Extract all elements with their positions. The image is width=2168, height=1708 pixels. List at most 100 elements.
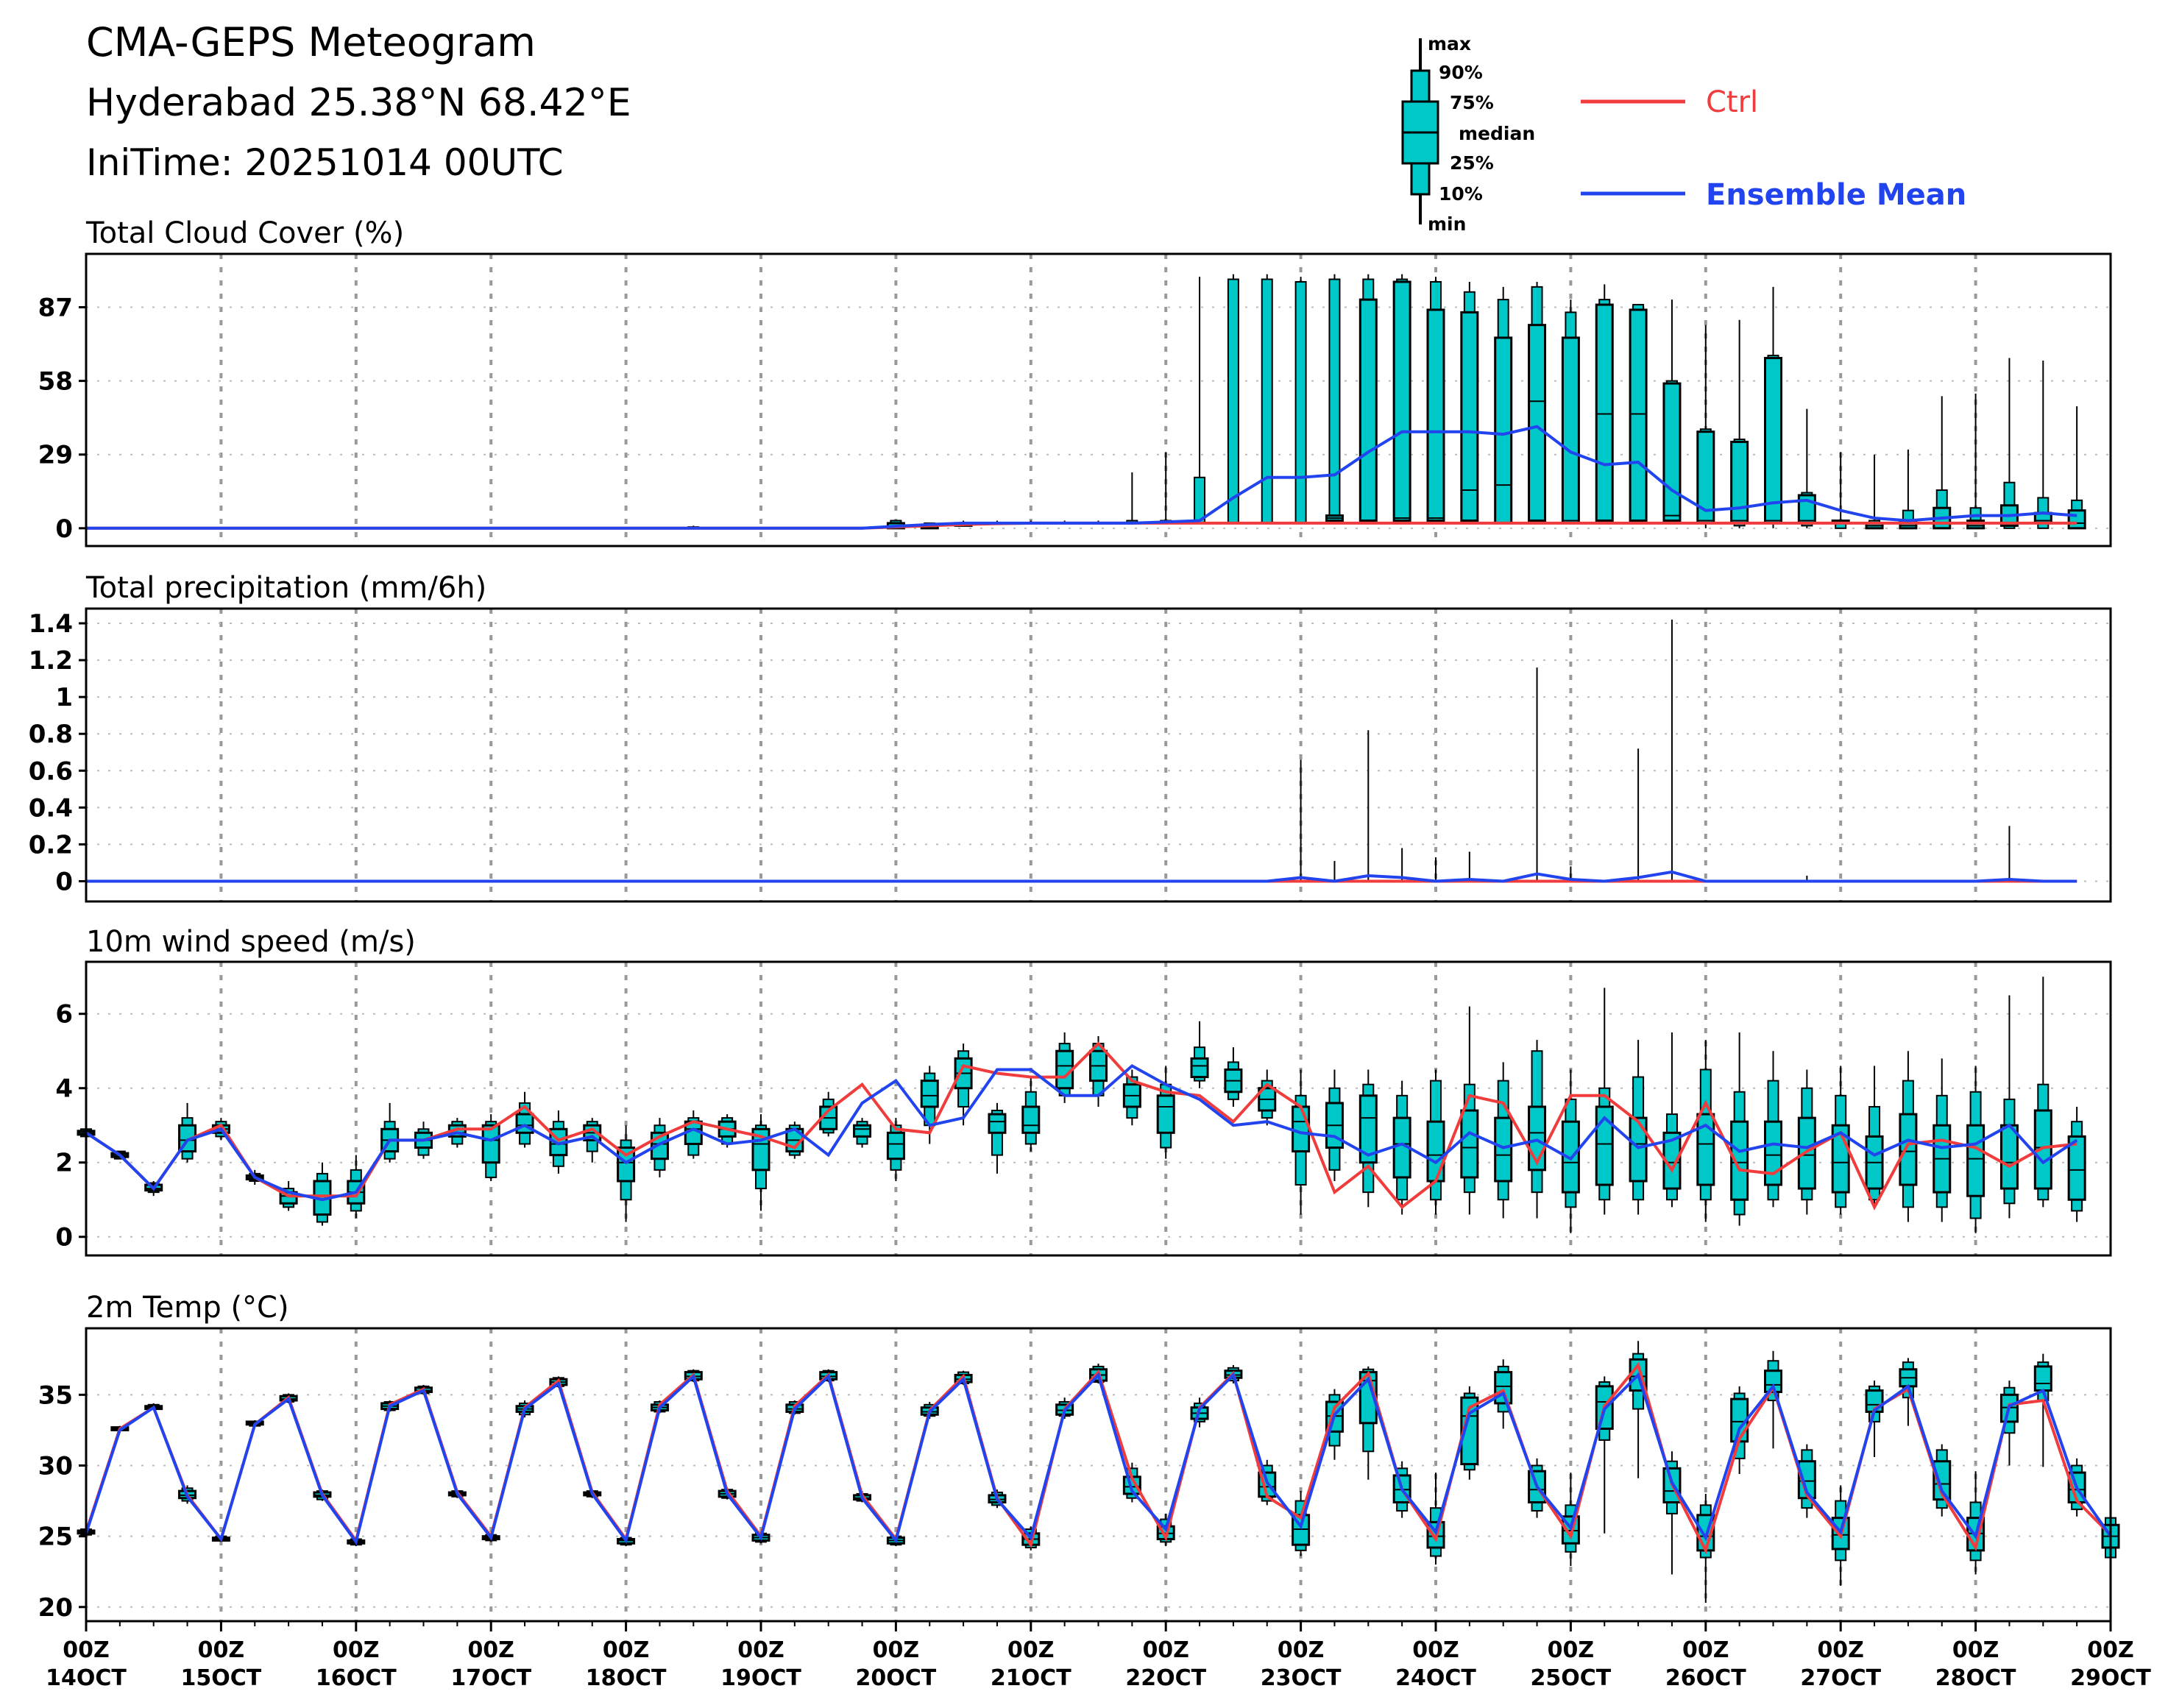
y-tick-label: 1.4 <box>29 609 73 639</box>
panels: Total Cloud Cover (%) 0 29 58 87 Total precip… <box>29 216 2120 1623</box>
panel-frame <box>85 960 2112 1257</box>
ensemble-mean-line <box>86 870 2077 883</box>
box-inner <box>886 1131 905 1160</box>
x-tick-label-hour: 00Z <box>2087 1637 2134 1663</box>
box-legend-label-75: 75% <box>1450 92 1494 113</box>
y-tick-label: 1.2 <box>29 646 73 676</box>
x-tick-label-date: 21OCT <box>991 1665 1071 1691</box>
x-tick-label-hour: 00Z <box>467 1637 514 1663</box>
box-inner <box>1933 1460 1952 1501</box>
box-inner <box>1899 1113 1918 1186</box>
box-outer <box>1328 278 1341 524</box>
box-inner <box>1460 1109 1479 1179</box>
x-tick-label-date: 27OCT <box>1800 1665 1881 1691</box>
y-tick-label: 35 <box>38 1381 73 1410</box>
panel-1: Total Cloud Cover (%) 0 29 58 87 <box>38 216 2112 548</box>
box-inner <box>1358 298 1378 522</box>
ensemble-mean-line <box>86 425 2077 530</box>
x-tick-label-date: 22OCT <box>1125 1665 1206 1691</box>
box-inner <box>1426 308 1445 522</box>
x-tick-label-date: 26OCT <box>1665 1665 1746 1691</box>
panel-title: 10m wind speed (m/s) <box>86 925 416 959</box>
box-inner <box>1966 1124 1985 1197</box>
box-inner <box>1021 1105 1041 1134</box>
box-inner <box>1528 324 1547 522</box>
y-tick-label: 58 <box>38 367 73 397</box>
x-tick-label-date: 29OCT <box>2070 1665 2151 1691</box>
panel-frame <box>85 252 2112 548</box>
box-inner <box>1392 280 1411 522</box>
y-tick-label: 0.2 <box>29 830 73 860</box>
y-tick-label: 0 <box>55 867 73 896</box>
x-tick-label-date: 25OCT <box>1531 1665 1612 1691</box>
y-tick-label: 0.6 <box>29 756 73 786</box>
box-legend-label-min: min <box>1428 213 1466 235</box>
box-legend: max 90% 75% median 25% 10% min <box>1401 33 1535 235</box>
panel-3: 10m wind speed (m/s) 0 2 4 6 <box>55 925 2112 1257</box>
x-axis: 00Z14OCT00Z15OCT00Z16OCT00Z17OCT00Z18OCT… <box>46 1621 2151 1691</box>
panel-title: Total precipitation (mm/6h) <box>85 571 486 605</box>
panel-2: Total precipitation (mm/6h) 0 0.2 0.4 0.6 0.8… <box>29 571 2112 903</box>
box-legend-label-max: max <box>1428 33 1471 54</box>
box-inner <box>1426 1120 1445 1183</box>
box-inner <box>1595 1105 1614 1186</box>
box-inner <box>1764 1120 1782 1186</box>
y-tick-label: 4 <box>55 1074 73 1104</box>
box-outer <box>1261 278 1273 524</box>
box-inner <box>1999 1124 2019 1190</box>
box-inner <box>1494 336 1513 525</box>
x-tick-label-hour: 00Z <box>737 1637 784 1663</box>
box-outer <box>1294 280 1307 524</box>
x-tick-label-date: 16OCT <box>316 1665 397 1691</box>
x-tick-label-hour: 00Z <box>1007 1637 1055 1663</box>
box-outer <box>1227 278 1239 524</box>
ensemble-mean-line <box>85 1063 2078 1202</box>
x-tick-label-hour: 00Z <box>1142 1637 1189 1663</box>
panel-4: 2m Temp (°C) 20 25 30 35 <box>38 1291 2120 1623</box>
y-tick-label: 20 <box>38 1593 73 1623</box>
line-legend: Ctrl Ensemble Mean <box>1581 85 1966 212</box>
box-inner <box>1561 336 1580 525</box>
box-inner <box>1797 1116 1816 1190</box>
box-inner <box>1358 1094 1378 1164</box>
box-inner <box>2067 1135 2086 1201</box>
box-inner <box>1730 1120 1749 1201</box>
y-tick-label: 0 <box>55 514 73 544</box>
x-tick-label-hour: 00Z <box>1682 1637 1729 1663</box>
box-inner <box>988 1113 1007 1134</box>
x-tick-label-hour: 00Z <box>1412 1637 1459 1663</box>
mean-legend-label: Ensemble Mean <box>1706 178 1966 212</box>
y-tick-label: 1 <box>55 683 73 712</box>
box-inner <box>1595 303 1614 522</box>
panel-title: Total Cloud Cover (%) <box>85 216 404 250</box>
y-tick-label: 30 <box>38 1452 73 1481</box>
y-tick-label: 25 <box>38 1523 73 1552</box>
box-inner <box>2033 1109 2052 1190</box>
box-inner <box>2033 1365 2052 1392</box>
y-tick-label: 2 <box>55 1149 73 1178</box>
box-inner <box>1797 1460 1816 1500</box>
x-tick-label-hour: 00Z <box>603 1637 650 1663</box>
box-legend-label-median: median <box>1459 123 1535 144</box>
box-legend-label-25: 25% <box>1450 152 1494 174</box>
x-tick-label-hour: 00Z <box>333 1637 380 1663</box>
box-inner <box>1494 1116 1513 1183</box>
box-inner <box>481 1124 500 1164</box>
x-tick-label-date: 28OCT <box>1935 1665 2016 1691</box>
init-time-label: IniTime: 20251014 00UTC <box>86 141 564 184</box>
y-tick-label: 6 <box>55 1000 73 1030</box>
x-tick-label-date: 17OCT <box>450 1665 531 1691</box>
box-inner <box>920 1080 939 1108</box>
x-tick-label-date: 23OCT <box>1261 1665 1342 1691</box>
x-tick-label-date: 18OCT <box>586 1665 667 1691</box>
box-inner <box>1629 1116 1648 1183</box>
y-tick-label: 0.8 <box>29 720 73 749</box>
box-inner <box>1494 1371 1513 1405</box>
x-tick-label-hour: 00Z <box>1278 1637 1325 1663</box>
y-tick-label: 0.4 <box>29 793 73 823</box>
x-tick-label-hour: 00Z <box>198 1637 245 1663</box>
box-inner <box>617 1147 636 1183</box>
box-legend-label-10: 10% <box>1439 183 1483 205</box>
x-tick-label-hour: 00Z <box>1548 1637 1595 1663</box>
